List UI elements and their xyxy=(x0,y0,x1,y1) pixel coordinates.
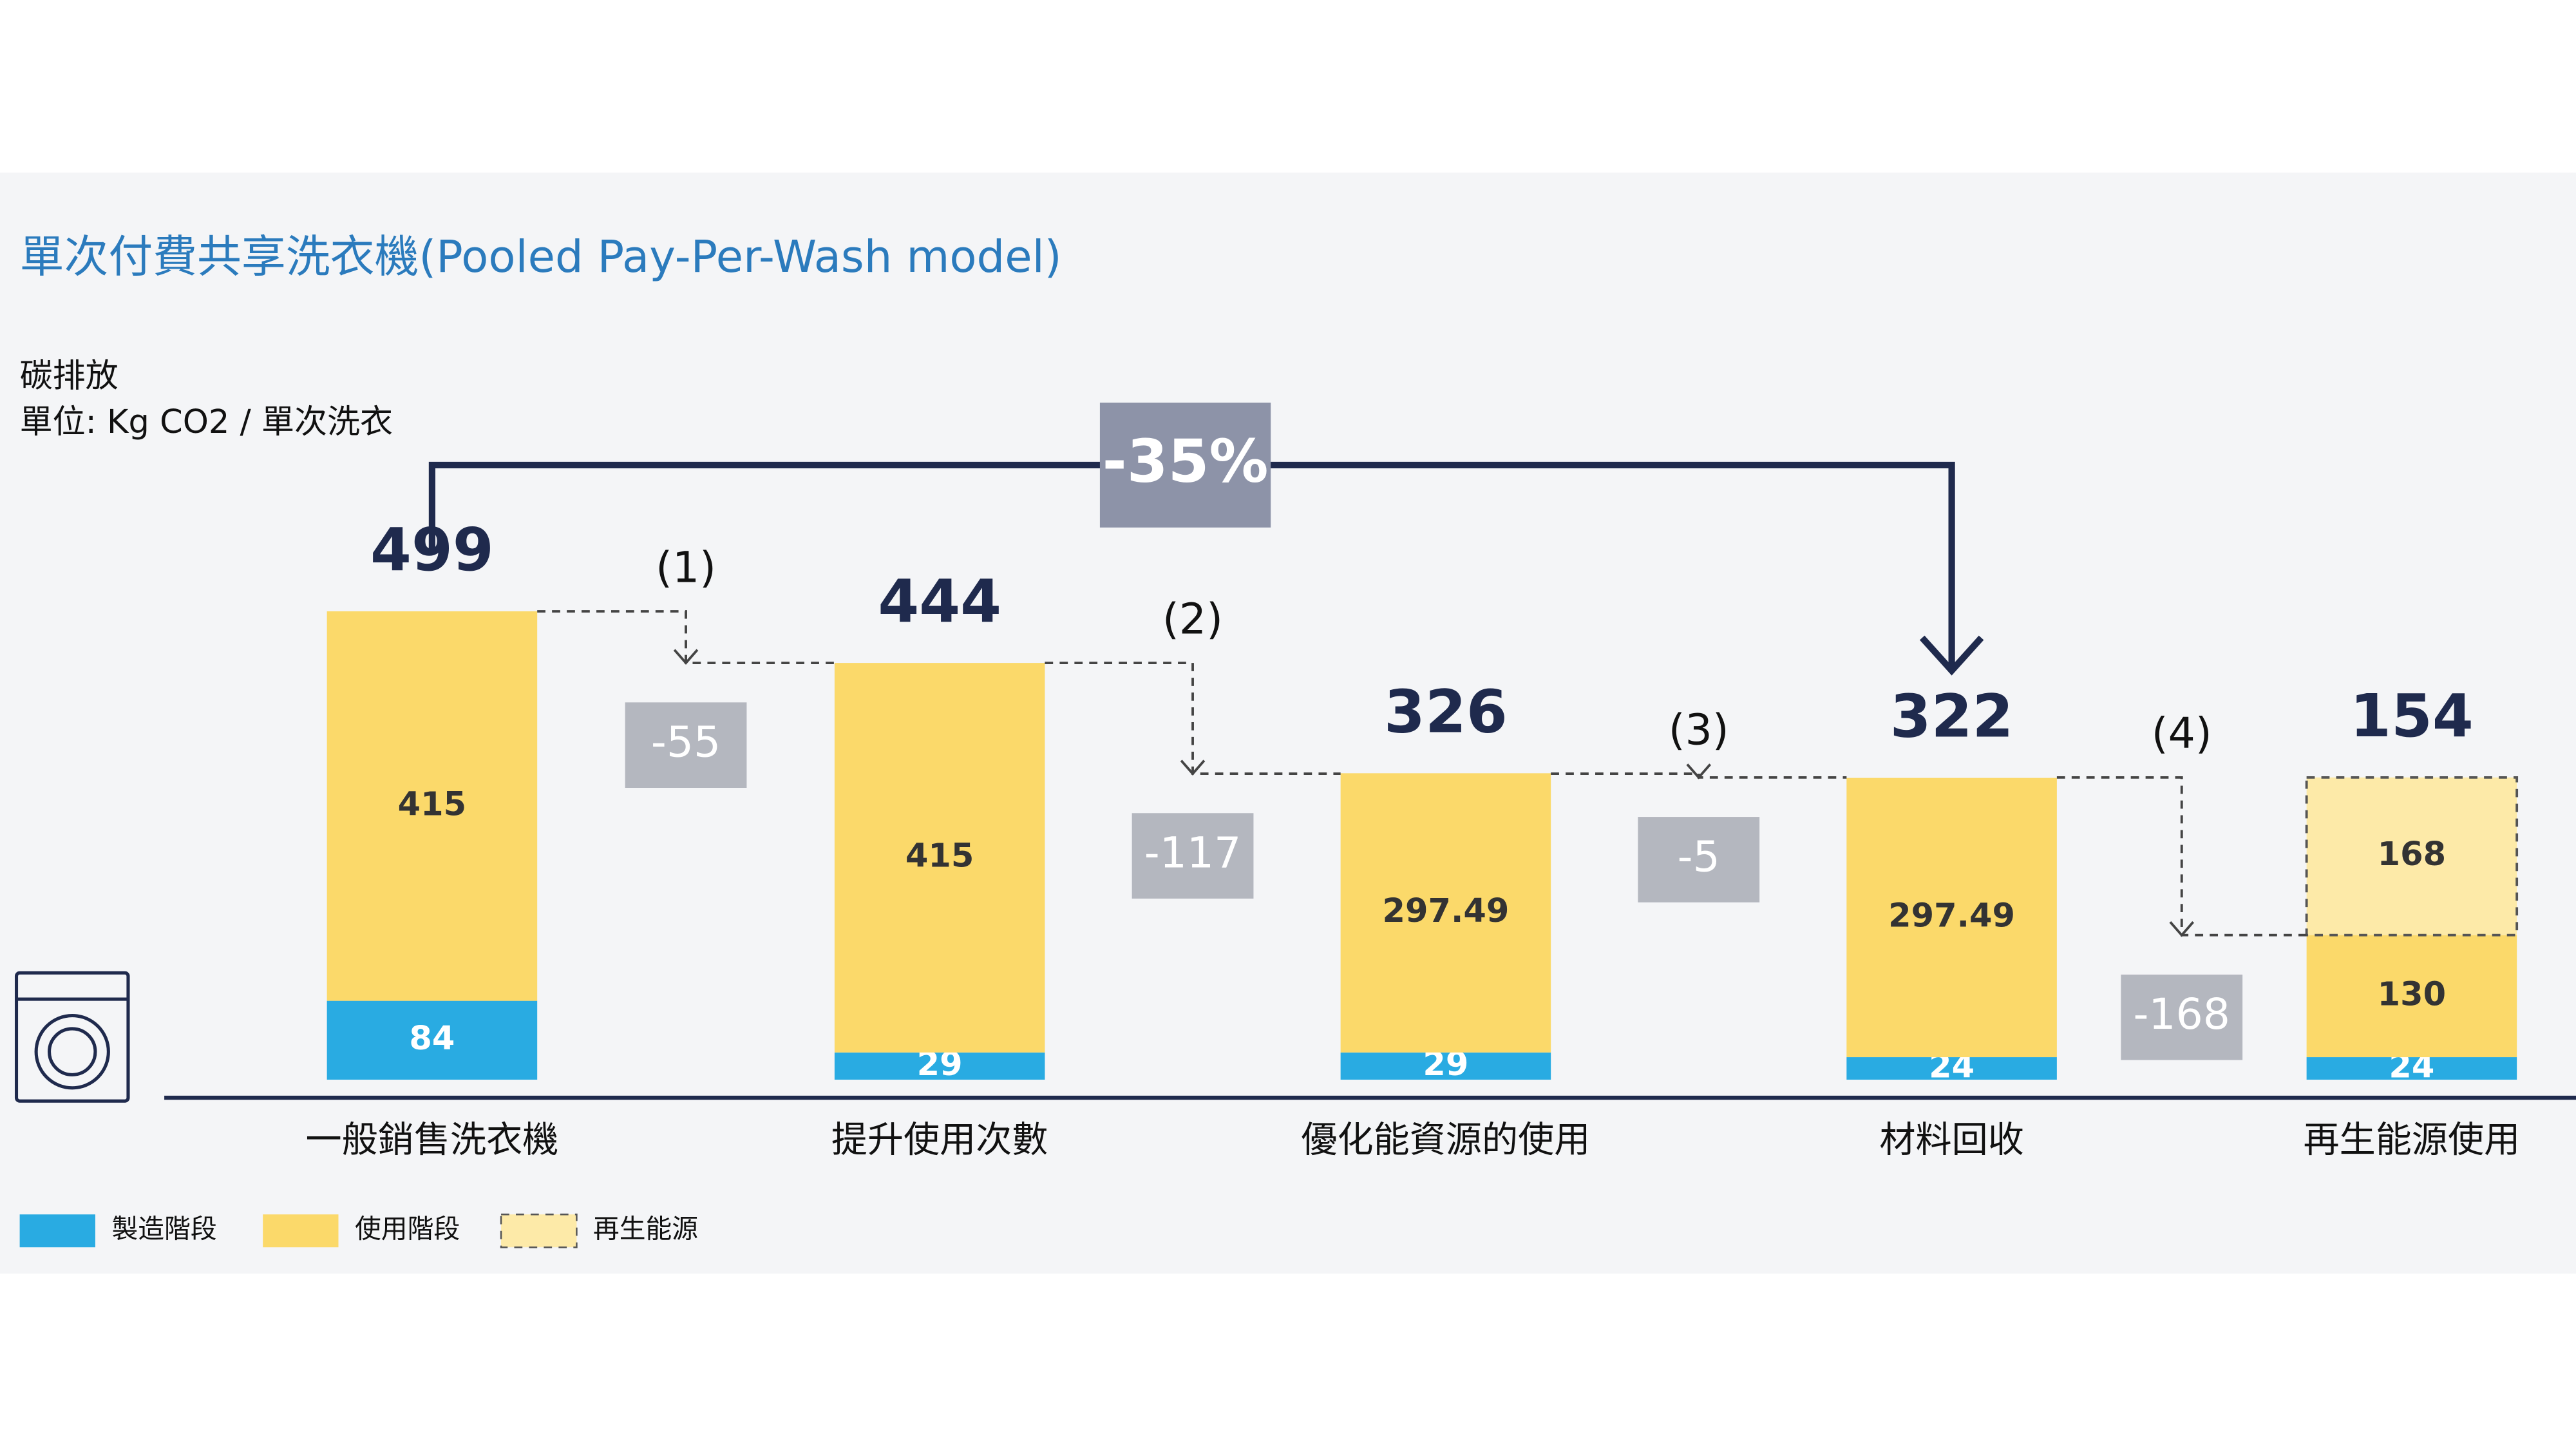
step-label: (2) xyxy=(1162,593,1223,644)
segment-label: 297.49 xyxy=(1382,892,1509,930)
bar-segment xyxy=(2306,1057,2517,1080)
x-tick-label: 提升使用次數 xyxy=(831,1120,1048,1161)
bar-segment xyxy=(327,611,538,1001)
connector xyxy=(1045,662,1341,775)
washer-icon xyxy=(14,971,130,1103)
bar-segment xyxy=(1846,778,2057,1058)
chart-title: 單次付費共享洗衣機(Pooled Pay-Per-Wash model) xyxy=(20,231,1062,283)
bar-segment xyxy=(327,1000,538,1080)
bar-segment xyxy=(1340,773,1551,1053)
change-label: -5 xyxy=(1678,831,1720,881)
step-label: (4) xyxy=(2152,708,2212,758)
segment-label: 84 xyxy=(409,1020,455,1058)
change-box xyxy=(625,702,747,788)
change-box xyxy=(2121,974,2243,1060)
legend-label: 製造階段 xyxy=(111,1214,216,1245)
unit-label: 單位: Kg CO2 / 單次洗衣 xyxy=(20,403,393,441)
legend-label: 再生能源 xyxy=(593,1214,698,1245)
reduction-label: -35% xyxy=(1103,426,1269,495)
arrow-head xyxy=(2169,921,2195,937)
segment-label: 168 xyxy=(2378,836,2447,874)
bar-segment xyxy=(2305,776,2519,937)
change-box xyxy=(1638,817,1760,903)
step-label: (3) xyxy=(1669,704,1729,754)
segment-label: 130 xyxy=(2378,975,2447,1013)
segment-label: 297.49 xyxy=(1888,897,2015,935)
connector xyxy=(537,610,835,665)
total-label: 326 xyxy=(1384,677,1508,746)
connector xyxy=(1551,772,1847,779)
legend-label: 使用階段 xyxy=(355,1214,460,1245)
bar-segment xyxy=(834,663,1045,1053)
y-label: 碳排放 xyxy=(20,358,118,396)
reduction-box xyxy=(1099,403,1271,528)
legend-swatch xyxy=(263,1214,339,1248)
bar-segment xyxy=(834,1052,1045,1080)
total-label: 322 xyxy=(1890,682,2014,751)
reduction-arrow xyxy=(1919,635,1984,676)
bar-segment xyxy=(1846,1057,2057,1080)
x-tick-label: 優化能資源的使用 xyxy=(1301,1120,1590,1161)
segment-label: 415 xyxy=(398,785,466,823)
legend-swatch xyxy=(19,1214,95,1248)
total-label: 154 xyxy=(2350,682,2474,750)
segment-label: 415 xyxy=(905,837,974,875)
change-label: -55 xyxy=(651,717,721,767)
connector xyxy=(2056,776,2307,937)
change-box xyxy=(1132,813,1254,899)
legend-swatch xyxy=(500,1213,578,1248)
total-label: 444 xyxy=(878,567,1001,636)
change-label: -168 xyxy=(2134,989,2231,1039)
arrow-head xyxy=(673,649,699,665)
x-tick-label: 材料回收 xyxy=(1879,1120,2023,1161)
arrow-head xyxy=(1686,763,1712,779)
x-tick-label: 再生能源使用 xyxy=(2304,1120,2521,1161)
step-label: (1) xyxy=(656,542,716,592)
bar-segment xyxy=(1340,1052,1551,1080)
arrow-head xyxy=(1180,759,1206,776)
x-tick-label: 一般銷售洗衣機 xyxy=(306,1120,559,1161)
change-label: -117 xyxy=(1144,828,1242,878)
bar-segment xyxy=(2306,935,2517,1058)
